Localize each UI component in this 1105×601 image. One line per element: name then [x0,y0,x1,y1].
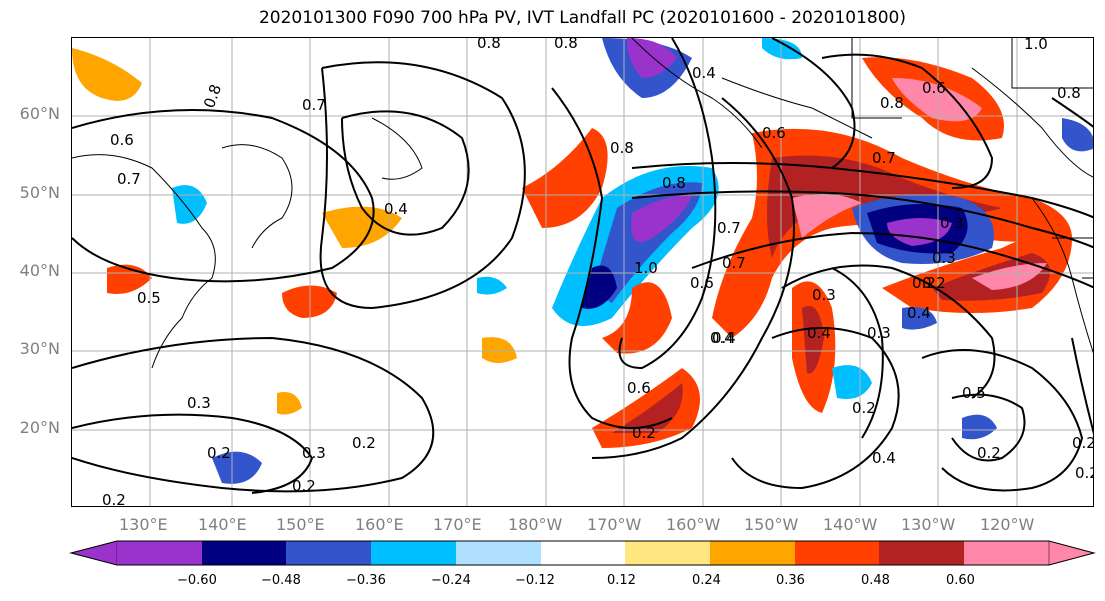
contour-label: 0.6 [690,274,714,292]
contour-label: 0.7 [717,219,741,237]
colorbar-segment [1048,540,1095,566]
lon-label-160e: 160°E [355,515,404,534]
contour-label: 0.3 [940,214,964,232]
colorbar [69,540,1096,566]
contour-label: 0.4 [692,64,716,82]
contour-labels: 0.8 0.8 1.0 0.8 0.7 0.6 0.6 0.7 0.4 0.5 … [102,38,1094,507]
colorbar-tick-label: 0.36 [776,573,805,588]
contour-label: 0.3 [867,324,891,342]
lon-label-140w: 140°W [823,515,878,534]
lat-label-50n: 50°N [19,183,60,202]
contour-label: 0.8 [554,38,578,52]
contour-label: 0.2 [352,434,376,452]
contour-label: 0.8 [662,174,686,192]
contour-label: 1.0 [1024,38,1048,53]
coastlines [72,38,1093,369]
lon-label-180w: 180°W [508,515,563,534]
colorbar-segment [117,541,202,565]
contour-label: 0.4 [807,324,831,342]
contour-label: 0.2 [852,399,876,417]
pv-contours [72,38,1093,494]
colorbar-segment [371,541,456,565]
lon-label-170e: 170°E [433,515,482,534]
lon-label-140e: 140°E [198,515,247,534]
colorbar-segment [541,541,625,565]
map-canvas: 0.8 0.8 1.0 0.8 0.7 0.6 0.6 0.7 0.4 0.5 … [72,38,1094,507]
colorbar-segment [795,541,879,565]
colorbar-tick-label: 0.60 [946,573,975,588]
lon-label-120w: 120°W [980,515,1035,534]
colorbar-segment [202,541,286,565]
contour-label: 0.5 [137,289,161,307]
colorbar-tick-label: −0.36 [346,573,386,588]
contour-label: 0.2 [922,274,946,292]
contour-label: 0.8 [610,139,634,157]
contour-label: 0.7 [872,149,896,167]
contour-label: 0.7 [722,254,746,272]
contour-label: 0.7 [117,170,141,188]
contour-label: 0.3 [302,444,326,462]
contour-label: 0.4 [872,449,896,467]
contour-label: 0.2 [102,491,126,507]
colorbar-segment [964,541,1049,565]
contour-label: 0.2 [207,444,231,462]
contour-label: 0.4 [907,304,931,322]
lon-label-150w: 150°W [744,515,799,534]
contour-label: 0.4 [710,329,734,347]
contour-label: 0.8 [1057,84,1081,102]
contour-label: 0.6 [762,124,786,142]
contour-label: 0.4 [384,200,408,218]
contour-label: 0.8 [477,38,501,52]
contour-label: 0.8 [200,82,225,111]
colorbar-tick-label: 0.48 [861,573,890,588]
contour-label: 0.2 [1072,434,1094,452]
lon-label-160w: 160°W [666,515,721,534]
lat-label-40n: 40°N [19,261,60,280]
colorbar-segment [70,540,118,566]
lat-label-20n: 20°N [19,418,60,437]
lat-label-30n: 30°N [19,339,60,358]
colorbar-tick-label: −0.24 [431,573,471,588]
contour-label: 0.6 [110,131,134,149]
contour-label: 0.2 [1075,464,1094,482]
lon-label-130w: 130°W [901,515,956,534]
colorbar-tick-label: −0.48 [261,573,301,588]
contour-label: 0.8 [880,94,904,112]
contour-label: 1.0 [634,259,658,277]
map-title: 2020101300 F090 700 hPa PV, IVT Landfall… [258,8,906,28]
contour-label: 0.6 [627,379,651,397]
contour-label: 0.3 [932,249,956,267]
contour-label: 0.6 [922,79,946,97]
contour-label: 0.2 [912,274,936,292]
lon-label-130e: 130°E [119,515,168,534]
contour-label: 0.4 [712,329,736,347]
colorbar-tick-label: 0.12 [607,573,636,588]
contour-label: 0.3 [187,394,211,412]
lat-label-60n: 60°N [19,104,60,123]
colorbar-tick-label: −0.60 [177,573,217,588]
contour-label: 0.2 [977,444,1001,462]
contour-label: 0.2 [632,424,656,442]
colorbar-segment [286,541,371,565]
lon-label-170w: 170°W [587,515,642,534]
colorbar-segment [710,541,795,565]
contour-label: 0.7 [302,96,326,114]
lon-label-150e: 150°E [276,515,325,534]
colorbar-tick-label: 0.24 [692,573,721,588]
gridlines [72,38,1093,506]
colorbar-tick-label: −0.12 [515,573,555,588]
colorbar-segment [456,541,541,565]
contour-label: 0.2 [292,477,316,495]
map-panel: 0.8 0.8 1.0 0.8 0.7 0.6 0.6 0.7 0.4 0.5 … [71,37,1094,507]
colorbar-segment [879,541,964,565]
contour-label: 0.3 [812,286,836,304]
contour-label: 0.5 [962,384,986,402]
colorbar-segment [625,541,710,565]
